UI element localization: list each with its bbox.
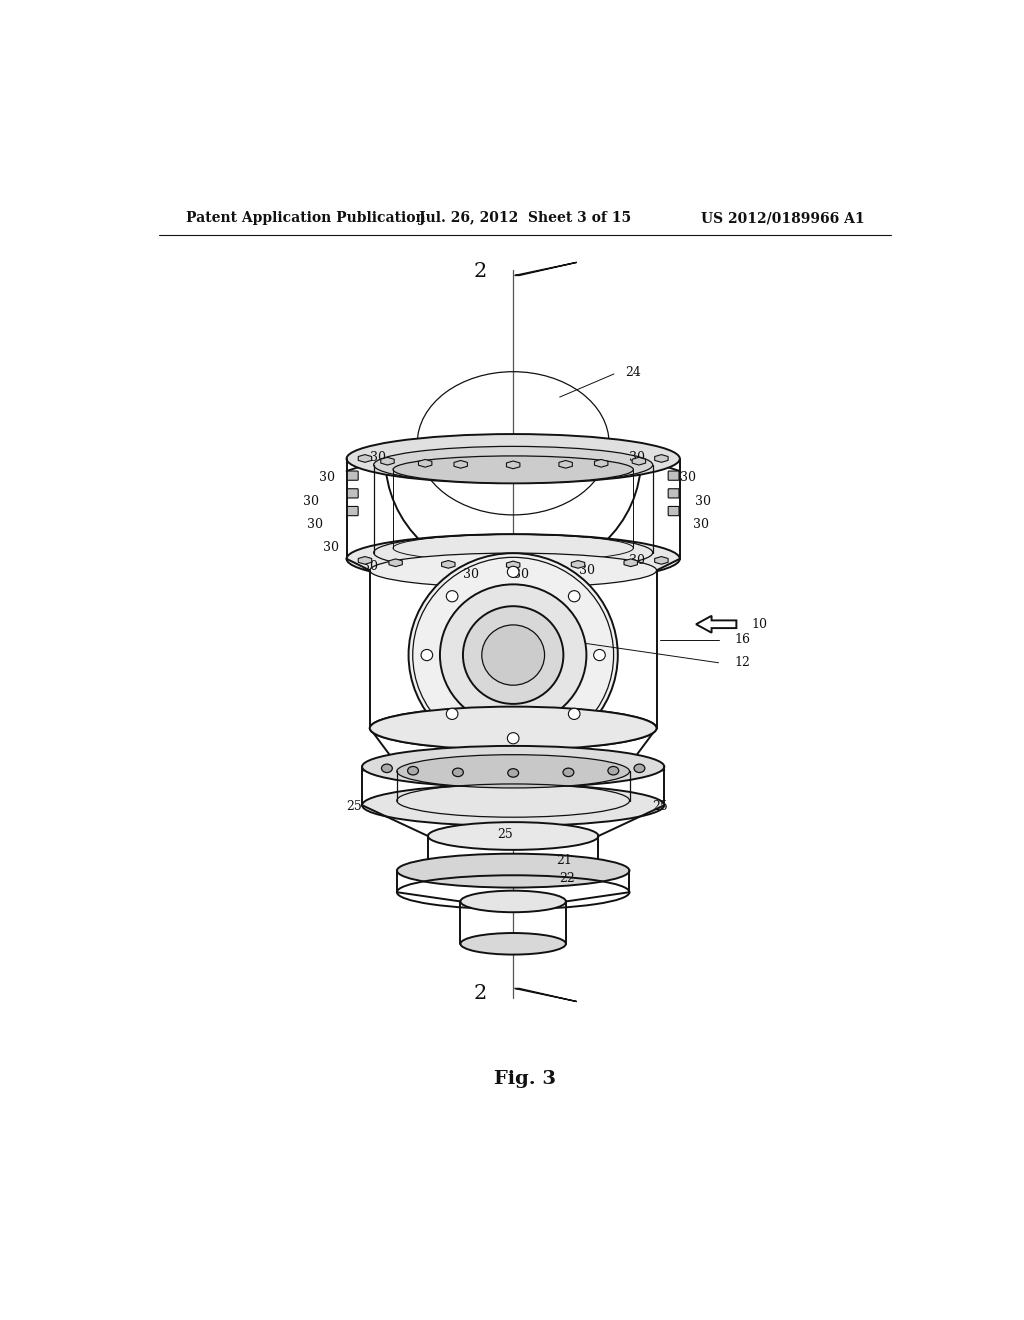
Text: 25: 25 [498, 828, 513, 841]
Ellipse shape [370, 706, 656, 750]
Ellipse shape [362, 746, 665, 788]
Ellipse shape [446, 709, 458, 719]
Ellipse shape [421, 649, 433, 660]
Ellipse shape [374, 446, 652, 483]
FancyArrow shape [696, 615, 736, 632]
Ellipse shape [507, 733, 519, 743]
Polygon shape [507, 461, 520, 469]
Polygon shape [419, 459, 432, 467]
Text: 30: 30 [629, 554, 645, 566]
Text: 10: 10 [752, 618, 768, 631]
Ellipse shape [408, 767, 419, 775]
Text: 30: 30 [680, 471, 695, 484]
Polygon shape [624, 558, 637, 566]
Polygon shape [515, 989, 577, 1002]
Text: 21: 21 [556, 854, 571, 867]
Polygon shape [358, 454, 372, 462]
Text: 30: 30 [579, 564, 595, 577]
Text: 30: 30 [361, 560, 378, 573]
Ellipse shape [453, 768, 463, 776]
Ellipse shape [461, 891, 566, 912]
Ellipse shape [385, 437, 641, 480]
Polygon shape [389, 558, 402, 566]
Text: 2: 2 [474, 985, 487, 1003]
Text: 25: 25 [346, 800, 362, 813]
Text: 30: 30 [513, 568, 529, 581]
FancyBboxPatch shape [669, 507, 679, 516]
Text: 16: 16 [734, 634, 750, 647]
FancyBboxPatch shape [347, 488, 358, 498]
Ellipse shape [446, 590, 458, 602]
Ellipse shape [362, 784, 665, 826]
Polygon shape [454, 461, 467, 469]
Ellipse shape [440, 585, 587, 726]
Ellipse shape [370, 706, 656, 750]
Ellipse shape [428, 822, 598, 850]
Ellipse shape [594, 649, 605, 660]
Ellipse shape [608, 767, 618, 775]
Polygon shape [632, 457, 645, 465]
Text: 30: 30 [318, 471, 335, 484]
Polygon shape [595, 459, 608, 467]
Text: 22: 22 [560, 871, 575, 884]
Ellipse shape [397, 854, 630, 887]
Polygon shape [358, 557, 372, 564]
Polygon shape [571, 561, 585, 568]
Text: 30: 30 [370, 450, 386, 463]
Text: 25: 25 [652, 800, 669, 813]
Polygon shape [654, 454, 668, 462]
Ellipse shape [508, 768, 518, 777]
Text: 30: 30 [307, 517, 324, 531]
Ellipse shape [393, 455, 633, 483]
FancyBboxPatch shape [347, 507, 358, 516]
Text: Jul. 26, 2012  Sheet 3 of 15: Jul. 26, 2012 Sheet 3 of 15 [419, 211, 631, 226]
FancyBboxPatch shape [347, 471, 358, 480]
Text: 30: 30 [693, 517, 709, 531]
FancyBboxPatch shape [669, 471, 679, 480]
Ellipse shape [463, 606, 563, 704]
Polygon shape [559, 461, 572, 469]
Polygon shape [381, 457, 394, 465]
Ellipse shape [346, 535, 680, 583]
Text: 24: 24 [626, 366, 641, 379]
Text: 2: 2 [474, 263, 487, 281]
Text: US 2012/0189966 A1: US 2012/0189966 A1 [700, 211, 864, 226]
Ellipse shape [397, 755, 630, 788]
Ellipse shape [428, 857, 598, 884]
Polygon shape [654, 557, 668, 564]
Ellipse shape [370, 553, 656, 587]
Ellipse shape [563, 768, 573, 776]
Ellipse shape [634, 764, 645, 772]
Ellipse shape [461, 933, 566, 954]
Ellipse shape [409, 553, 617, 756]
Ellipse shape [568, 709, 580, 719]
Ellipse shape [507, 566, 519, 577]
Ellipse shape [346, 434, 680, 483]
Text: Patent Application Publication: Patent Application Publication [186, 211, 426, 226]
Text: 30: 30 [695, 495, 712, 508]
Polygon shape [515, 263, 577, 276]
Text: Fig. 3: Fig. 3 [494, 1069, 556, 1088]
Text: 30: 30 [303, 495, 319, 508]
Text: 30: 30 [629, 450, 645, 463]
Ellipse shape [568, 590, 580, 602]
Text: 12: 12 [734, 656, 750, 669]
Ellipse shape [382, 764, 392, 772]
Text: 30: 30 [463, 568, 478, 581]
Polygon shape [507, 561, 520, 569]
Text: 30: 30 [323, 541, 339, 554]
Polygon shape [441, 561, 455, 568]
FancyBboxPatch shape [669, 488, 679, 498]
Ellipse shape [481, 624, 545, 685]
